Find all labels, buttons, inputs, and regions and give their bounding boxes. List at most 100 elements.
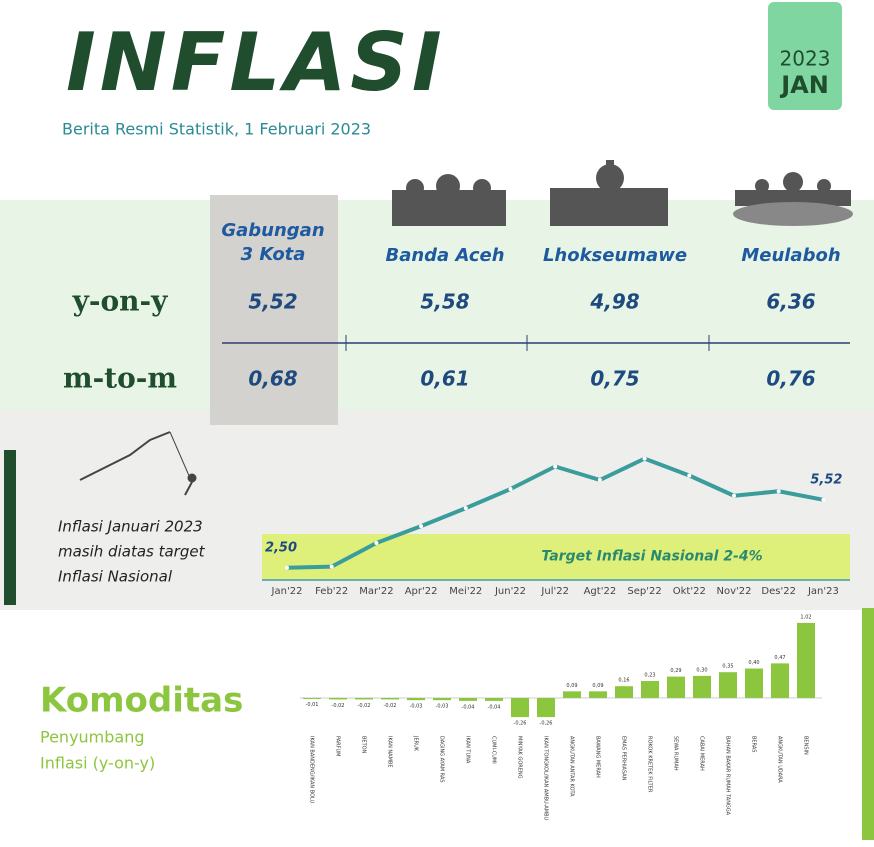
category-label: CABAI MERAH <box>699 736 705 771</box>
cell-value: 0,75 <box>590 367 639 391</box>
category-label: IKAN NAMBE <box>387 736 393 767</box>
bar <box>407 697 425 701</box>
cell-value: 6,36 <box>766 290 815 314</box>
column-header: Gabungan 3 Kota <box>221 220 324 265</box>
value-label: 0,47 <box>774 655 785 661</box>
point <box>285 565 289 570</box>
category-label: IKAN TUNA <box>465 736 471 764</box>
cell-value: 5,58 <box>420 290 469 314</box>
bar <box>719 672 737 698</box>
note-line: Inflasi Nasional <box>58 568 173 586</box>
value-label: 1,02 <box>800 614 811 620</box>
date-box <box>768 2 842 110</box>
value-label: -0,04 <box>462 704 475 710</box>
column-header: Meulaboh <box>741 245 840 266</box>
bar <box>433 697 451 701</box>
value-label: 2,50 <box>265 540 297 555</box>
point <box>374 541 379 545</box>
value-label: 0,09 <box>592 683 603 689</box>
value-label: -0,01 <box>306 702 319 708</box>
cell-value: 5,52 <box>248 290 297 314</box>
column-header: Lhokseumawe <box>543 245 687 266</box>
category-label: IKAN TONGKOL/IKAN AMBU-AMBU <box>543 736 549 821</box>
bar <box>459 697 477 701</box>
value-label: 0,23 <box>644 673 655 679</box>
bar <box>381 697 399 700</box>
bar <box>355 697 373 700</box>
subtitle: Berita Resmi Statistik, 1 Februari 2023 <box>62 120 371 139</box>
category-label: BAHAN BAKAR RUMAH TANGGA <box>725 736 731 816</box>
note-line: Inflasi Januari 2023 <box>58 518 203 536</box>
bar <box>745 668 763 698</box>
title: INFLASI <box>66 16 446 109</box>
x-tick-label: Nov'22 <box>717 586 752 597</box>
bar <box>615 686 633 698</box>
category-label: MINYAK GORENG <box>517 736 523 779</box>
point <box>821 497 826 502</box>
x-tick-label: Des'22 <box>761 586 796 597</box>
row-label: y-on-y <box>72 285 169 318</box>
value-label: 0,40 <box>748 660 759 666</box>
value-label: 0,29 <box>670 668 681 674</box>
x-tick-label: Apr'22 <box>405 586 438 597</box>
category-label: PARFUM <box>335 736 341 756</box>
header-part: 3 Kota <box>241 244 306 265</box>
category-label: ROKOK KRETEK FILTER <box>647 736 653 793</box>
bar <box>667 676 685 698</box>
year: 2023 <box>780 47 831 71</box>
cell-value: 4,98 <box>589 290 639 314</box>
bar <box>537 697 555 718</box>
mosque-icons <box>392 160 853 226</box>
x-tick-label: Okt'22 <box>673 586 706 597</box>
x-tick-label: Agt'22 <box>584 586 617 597</box>
value-label: -0,03 <box>410 704 423 710</box>
target-band <box>262 534 850 579</box>
month: JAN <box>779 71 829 99</box>
x-tick-label: Jan'22 <box>271 586 303 597</box>
accent-bar <box>4 450 16 605</box>
x-tick-label: Jun'22 <box>494 586 526 597</box>
x-tick-label: Sep'22 <box>627 586 661 597</box>
bar <box>797 622 815 698</box>
point <box>463 506 468 511</box>
category-label: BAWANG MERAH <box>595 736 601 778</box>
accent-bar <box>862 608 874 840</box>
bar <box>485 697 503 701</box>
x-tick-label: Jul'22 <box>540 586 569 597</box>
panel <box>0 200 874 410</box>
bar <box>329 697 347 700</box>
bar <box>303 697 321 699</box>
category-label: ANGKUTAN ANTAR KOTA <box>569 736 575 797</box>
cell-value: 0,61 <box>420 367 469 391</box>
category-label: JERUK <box>413 735 419 752</box>
bar <box>693 675 711 698</box>
bar <box>589 691 607 698</box>
point <box>776 489 781 494</box>
value-label: -0,02 <box>358 703 371 709</box>
cell-value: 0,76 <box>766 367 815 391</box>
column-header: Banda Aceh <box>385 245 504 266</box>
cell-value: 0,68 <box>248 367 297 391</box>
category-label: BENSIN <box>803 736 809 755</box>
row-label: m-to-m <box>63 362 177 395</box>
value-label: 0,30 <box>696 667 707 673</box>
value-label: -0,04 <box>488 704 501 710</box>
category-label: EMAS PERHIASAN <box>621 736 627 781</box>
point <box>687 473 692 478</box>
value-label: 0,09 <box>566 683 577 689</box>
header-part: Gabungan <box>221 220 324 241</box>
category-label: CUMI-CUMI <box>491 736 497 764</box>
value-label: -0,26 <box>514 721 527 727</box>
illustration <box>79 431 197 496</box>
category-label: ANGKUTAN UDARA <box>777 736 783 783</box>
value-label: -0,26 <box>540 721 553 727</box>
value-label: -0,02 <box>384 703 397 709</box>
category-label: BERAS <box>751 736 757 752</box>
x-tick-label: Feb'22 <box>315 586 348 597</box>
x-tick-label: Jan'23 <box>807 586 839 597</box>
category-label: SEWA RUMAH <box>673 736 679 771</box>
category-label: BETON <box>361 736 367 754</box>
point <box>597 478 602 482</box>
